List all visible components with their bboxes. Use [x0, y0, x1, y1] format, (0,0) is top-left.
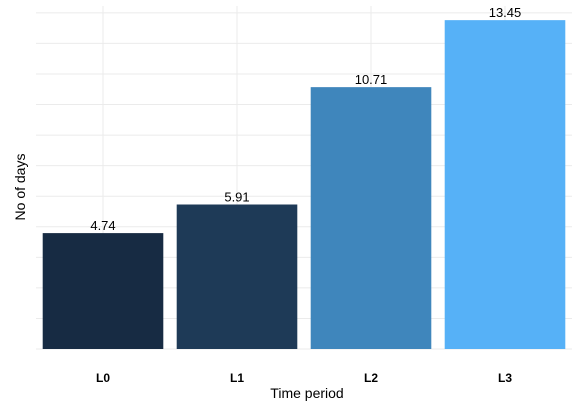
bar-l1	[176, 204, 298, 349]
data-label-l0: 4.74	[90, 218, 115, 233]
x-tick-label-l0: L0	[96, 371, 110, 385]
bar-l3	[444, 20, 566, 350]
data-label-l2: 10.71	[355, 72, 388, 87]
data-label-l3: 13.45	[489, 5, 522, 20]
bar-l2	[310, 87, 432, 349]
bar-l0	[42, 233, 164, 349]
x-tick-label-l1: L1	[230, 371, 244, 385]
y-axis-title: No of days	[12, 154, 28, 221]
data-labels: 4.74 5.91 10.71 13.45	[90, 5, 521, 233]
x-tick-label-l3: L3	[498, 371, 512, 385]
x-tick-labels: L0 L1 L2 L3	[96, 371, 512, 385]
data-label-l1: 5.91	[224, 190, 249, 205]
bars	[42, 20, 566, 350]
x-axis-title: Time period	[270, 385, 343, 401]
x-tick-label-l2: L2	[364, 371, 378, 385]
